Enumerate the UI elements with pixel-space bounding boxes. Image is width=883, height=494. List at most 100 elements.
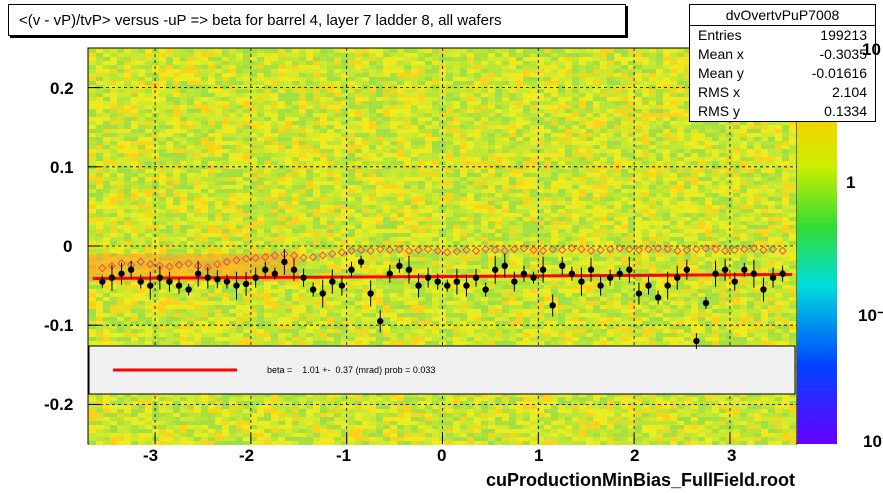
heatmap-cell <box>593 237 600 241</box>
heatmap-cell <box>180 185 187 189</box>
heatmap-cell <box>467 209 474 213</box>
heatmap-cell <box>481 141 488 145</box>
heatmap-cell <box>145 217 152 221</box>
heatmap-cell <box>544 169 551 173</box>
heatmap-cell <box>607 49 614 53</box>
heatmap-cell <box>131 213 138 217</box>
heatmap-cell <box>236 101 243 105</box>
heatmap-cell <box>558 181 565 185</box>
heatmap-cell <box>628 137 635 141</box>
heatmap-cell <box>313 117 320 121</box>
heatmap-cell <box>271 77 278 81</box>
heatmap-cell <box>698 185 705 189</box>
heatmap-cell <box>348 121 355 125</box>
heatmap-cell <box>502 61 509 65</box>
heatmap-cell <box>355 65 362 69</box>
heatmap-cell <box>411 157 418 161</box>
heatmap-cell <box>782 193 789 197</box>
heatmap-cell <box>397 209 404 213</box>
heatmap-cell <box>684 241 691 245</box>
heatmap-cell <box>327 181 334 185</box>
heatmap-cell <box>439 117 446 121</box>
heatmap-cell <box>586 153 593 157</box>
heatmap-cell <box>467 221 474 225</box>
heatmap-cell <box>341 189 348 193</box>
heatmap-cell <box>551 57 558 61</box>
heatmap-cell <box>194 113 201 117</box>
heatmap-cell <box>782 141 789 145</box>
heatmap-cell <box>607 229 614 233</box>
heatmap-cell <box>145 177 152 181</box>
heatmap-cell <box>782 129 789 133</box>
heatmap-cell <box>677 101 684 105</box>
heatmap-cell <box>488 53 495 57</box>
heatmap-cell <box>229 221 236 225</box>
heatmap-cell <box>607 221 614 225</box>
heatmap-cell <box>523 197 530 201</box>
heatmap-cell <box>474 101 481 105</box>
heatmap-cell <box>719 149 726 153</box>
heatmap-cell <box>320 237 327 241</box>
heatmap-cell <box>96 137 103 141</box>
heatmap-cell <box>663 149 670 153</box>
heatmap-cell <box>285 97 292 101</box>
heatmap-cell <box>705 229 712 233</box>
heatmap-cell <box>131 185 138 189</box>
heatmap-cell <box>439 93 446 97</box>
heatmap-cell <box>383 173 390 177</box>
heatmap-cell <box>250 145 257 149</box>
heatmap-cell <box>299 85 306 89</box>
heatmap-cell <box>390 69 397 73</box>
heatmap-cell <box>306 173 313 177</box>
heatmap-cell <box>523 229 530 233</box>
heatmap-cell <box>712 173 719 177</box>
heatmap-cell <box>621 105 628 109</box>
heatmap-cell <box>250 105 257 109</box>
heatmap-cell <box>376 73 383 77</box>
heatmap-cell <box>418 205 425 209</box>
heatmap-cell <box>236 181 243 185</box>
heatmap-cell <box>215 109 222 113</box>
heatmap-cell <box>152 161 159 165</box>
heatmap-cell <box>411 61 418 65</box>
heatmap-cell <box>691 149 698 153</box>
heatmap-cell <box>404 121 411 125</box>
heatmap-cell <box>488 173 495 177</box>
heatmap-cell <box>236 149 243 153</box>
heatmap-cell <box>243 89 250 93</box>
heatmap-cell <box>677 237 684 241</box>
heatmap-cell <box>222 201 229 205</box>
heatmap-cell <box>348 65 355 69</box>
heatmap-cell <box>334 173 341 177</box>
heatmap-cell <box>117 209 124 213</box>
heatmap-cell <box>684 121 691 125</box>
heatmap-cell <box>565 85 572 89</box>
heatmap-cell <box>362 73 369 77</box>
heatmap-cell <box>642 205 649 209</box>
heatmap-cell <box>719 201 726 205</box>
heatmap-cell <box>698 173 705 177</box>
heatmap-cell <box>411 77 418 81</box>
heatmap-cell <box>474 173 481 177</box>
heatmap-cell <box>446 185 453 189</box>
heatmap-cell <box>432 133 439 137</box>
heatmap-cell <box>782 205 789 209</box>
heatmap-cell <box>425 137 432 141</box>
heatmap-cell <box>404 65 411 69</box>
heatmap-cell <box>166 101 173 105</box>
heatmap-cell <box>264 177 271 181</box>
heatmap-cell <box>467 225 474 229</box>
heatmap-cell <box>376 213 383 217</box>
heatmap-cell <box>180 217 187 221</box>
heatmap-cell <box>516 77 523 81</box>
heatmap-cell <box>194 133 201 137</box>
heatmap-cell <box>306 145 313 149</box>
heatmap-cell <box>201 229 208 233</box>
heatmap-cell <box>166 197 173 201</box>
heatmap-cell <box>754 149 761 153</box>
heatmap-cell <box>103 113 110 117</box>
heatmap-cell <box>250 85 257 89</box>
heatmap-cell <box>684 101 691 105</box>
heatmap-cell <box>397 233 404 237</box>
heatmap-cell <box>467 77 474 81</box>
